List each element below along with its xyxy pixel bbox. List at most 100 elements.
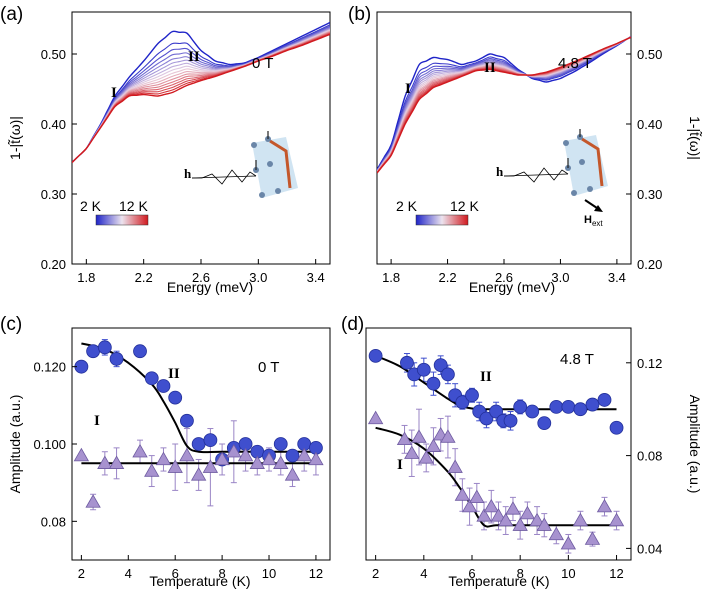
panel-b-hext-sub: ext (592, 219, 603, 228)
data-point-triangle (476, 508, 492, 522)
data-point-circle (585, 397, 600, 412)
data-point-triangle (226, 443, 242, 458)
panel-c: (c) 2 4 6 8 10 12 0.08 0.100 0.120 Temperature … (0, 314, 331, 589)
x-tick-label: 8 (517, 566, 524, 581)
data-point-circle (203, 433, 218, 448)
data-point-triangle (404, 445, 420, 459)
panel-c-x-ticks: 2 4 6 8 10 12 (78, 555, 323, 581)
panel-b-peak-I: I (405, 81, 411, 97)
series-line-2K (72, 21, 330, 163)
panel-c-plot (73, 339, 324, 511)
panel-d-peak-II: II (480, 369, 492, 385)
data-point-triangle (144, 463, 160, 477)
x-tick-label: 12 (609, 566, 623, 581)
x-tick-label: 2.2 (135, 270, 153, 285)
data-point-triangle (483, 498, 499, 513)
panel-a-colorbar (95, 214, 149, 226)
panel-a-scale-low: 2 K (80, 198, 102, 214)
data-point-triangle (418, 450, 434, 464)
y-tick-label: 0.120 (33, 360, 66, 375)
y-tick-label: 0.30 (637, 187, 662, 202)
panel-d-x-ticks: 2 4 6 8 10 12 (372, 555, 624, 581)
panel-a-h-label: h (184, 166, 192, 181)
panel-c-peak-II: II (168, 366, 180, 382)
data-point-triangle (560, 535, 577, 550)
data-point-triangle (237, 447, 254, 462)
data-point-triangle (529, 512, 545, 527)
data-point-circle (455, 395, 470, 410)
panel-c-letter: (c) (0, 314, 22, 335)
data-point-triangle (396, 431, 413, 446)
x-tick-label: 4 (125, 566, 132, 581)
data-point-triangle (284, 467, 301, 481)
data-point-circle (489, 404, 503, 419)
data-point-triangle (572, 512, 589, 527)
panel-a: (a) 1.8 2.2 2.6 3.0 3.4 0.20 0.30 0.40 0.50 Ene… (0, 4, 331, 295)
x-tick-label: 1.8 (77, 270, 95, 285)
data-point-triangle (454, 487, 471, 501)
data-point-circle (609, 420, 624, 435)
data-point-triangle (155, 451, 172, 466)
y-tick-label: 0.50 (637, 47, 662, 62)
data-point-triangle (490, 508, 507, 522)
y-tick-label: 0.04 (637, 541, 662, 556)
data-point-triangle (596, 498, 613, 513)
data-point-circle (537, 416, 552, 431)
panel-b-field-label: 4.8 T (558, 55, 592, 72)
panel-b-xlabel: Energy (meV) (469, 279, 555, 295)
data-point-triangle (249, 455, 265, 469)
panel-d-frame (365, 327, 632, 561)
data-point-circle (133, 344, 147, 359)
data-point-circle (479, 411, 494, 426)
y-tick-label: 0.30 (41, 187, 66, 202)
panel-d-plot (367, 348, 625, 554)
panel-a-wave-arrow (191, 169, 257, 185)
data-point-triangle (440, 429, 456, 443)
series-line-2K (377, 35, 631, 170)
data-point-circle (549, 399, 564, 414)
data-point-triangle (461, 498, 478, 513)
panel-d-field-label: 4.8 T (560, 351, 594, 368)
y-tick-label: 0.50 (41, 47, 66, 62)
panel-a-peak-II: II (188, 49, 200, 65)
data-point-circle (416, 362, 431, 377)
data-point-triangle (308, 451, 324, 466)
data-point-circle (156, 379, 171, 393)
y-tick-label: 0.40 (41, 117, 66, 132)
panel-b-hext-label: Hext (584, 214, 603, 228)
panel-a-scale-high: 12 K (119, 198, 148, 214)
data-point-circle (273, 437, 288, 451)
x-tick-label: 2 (78, 566, 85, 581)
data-point-triangle (498, 512, 514, 527)
series-line-12K (377, 36, 631, 174)
panel-d-peak-I: I (397, 457, 403, 473)
data-point-triangle (97, 455, 113, 469)
data-point-triangle (447, 459, 463, 473)
data-point-circle (368, 348, 383, 363)
data-point-triangle (608, 512, 625, 527)
data-point-circle (503, 413, 518, 428)
data-point-triangle (536, 517, 552, 531)
y-tick-label: 0.20 (637, 257, 662, 272)
panel-d-ylabel: Amplitude (a.u.) (687, 395, 703, 494)
data-point-triangle (108, 455, 125, 469)
panel-a-xlabel: Energy (meV) (167, 279, 253, 295)
data-point-triangle (132, 443, 148, 458)
data-point-triangle (512, 517, 528, 531)
data-point-circle (465, 388, 479, 403)
series-line-intermediate (72, 24, 330, 163)
data-point-triangle (261, 451, 277, 466)
panel-a-x-ticks: 1.8 2.2 2.6 3.0 3.4 (77, 259, 325, 285)
data-point-circle (573, 402, 588, 417)
data-point-triangle (519, 505, 536, 520)
x-tick-label: 3.0 (249, 270, 267, 285)
panel-a-peak-I: I (111, 85, 117, 101)
data-point-triangle (505, 501, 521, 515)
data-point-circle (191, 437, 206, 451)
y-tick-label: 0.100 (33, 437, 66, 452)
panel-b-lattice-inset (563, 129, 608, 196)
panel-d-xlabel: Temperature (K) (448, 573, 549, 589)
data-point-circle (441, 367, 455, 382)
data-point-circle (109, 352, 124, 366)
data-point-triangle (548, 526, 565, 541)
